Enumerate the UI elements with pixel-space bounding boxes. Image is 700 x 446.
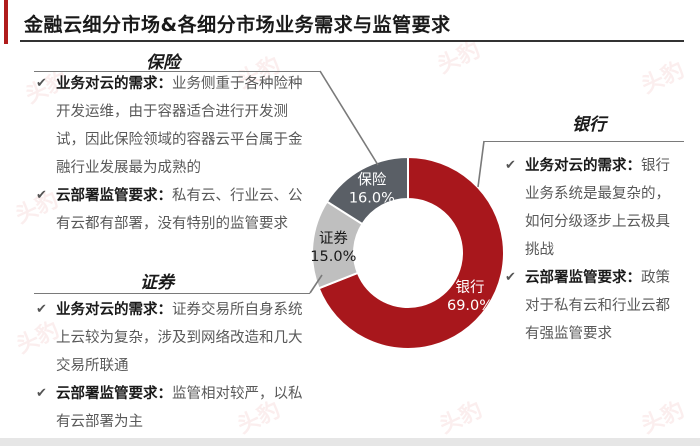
reg-label: 云部署监管要求： xyxy=(525,270,641,286)
title-accent-bar xyxy=(4,0,8,44)
reg-text: 监管相对较严，以私有云部署为主 xyxy=(56,386,303,430)
need-label: 业务对云的需求： xyxy=(56,76,172,92)
insurance-block: ✔ 业务对云的需求：业务侧重于各种险种开发运维，由于容器适合进行开发测试，因此保… xyxy=(36,70,308,238)
slice-label-insurance: 保险 xyxy=(357,171,386,188)
slice-label-securities: 证券 xyxy=(319,230,348,247)
check-icon: ✔ xyxy=(505,270,516,285)
reg-label: 云部署监管要求： xyxy=(56,386,172,402)
need-label: 业务对云的需求： xyxy=(56,302,172,318)
slice-value-bank: 69.0% xyxy=(447,298,493,314)
securities-need-item: ✔ 业务对云的需求：证券交易所自身系统上云较为复杂，涉及到网络改造和几大交易所联… xyxy=(36,296,308,380)
slice-label-bank: 银行 xyxy=(456,279,485,296)
bank-connector xyxy=(477,140,485,188)
insurance-reg-item: ✔ 云部署监管要求：私有云、行业云、公有云都有部署，没有特别的监管要求 xyxy=(36,182,308,238)
securities-connector xyxy=(309,274,323,294)
reg-text: 私有云、行业云、公有云都有部署，没有特别的监管要求 xyxy=(56,188,303,232)
insurance-connector xyxy=(319,70,379,166)
footer-bar xyxy=(0,438,700,446)
securities-head: 证券 xyxy=(140,273,174,293)
need-label: 业务对云的需求： xyxy=(525,158,641,174)
bank-head: 银行 xyxy=(572,115,606,135)
insurance-need-item: ✔ 业务对云的需求：业务侧重于各种险种开发运维，由于容器适合进行开发测试，因此保… xyxy=(36,70,308,182)
securities-reg-item: ✔ 云部署监管要求：监管相对较严，以私有云部署为主 xyxy=(36,380,308,436)
insurance-head: 保险 xyxy=(146,53,180,73)
slice-value-securities: 15.0% xyxy=(310,249,356,265)
slice-bank xyxy=(317,155,505,350)
page-title: 金融云细分市场&各细分市场业务需求与监管要求 xyxy=(24,14,451,36)
check-icon: ✔ xyxy=(505,158,516,173)
check-icon: ✔ xyxy=(36,386,47,401)
insurance-leader-line xyxy=(34,71,320,72)
check-icon: ✔ xyxy=(36,76,47,91)
bank-leader-line xyxy=(484,141,684,142)
title-divider xyxy=(20,40,684,42)
check-icon: ✔ xyxy=(36,302,47,317)
slice-insurance xyxy=(325,155,409,226)
bank-need-item: ✔ 业务对云的需求：银行业务系统是最复杂的，如何分级逐步上云极具挑战 xyxy=(505,152,683,264)
reg-text: 政策对于私有云和行业云都有强监管要求 xyxy=(525,270,670,342)
securities-leader-line xyxy=(34,293,310,294)
need-text: 业务侧重于各种险种开发运维，由于容器适合进行开发测试，因此保险领域的容器云平台属… xyxy=(56,76,303,176)
securities-block: ✔ 业务对云的需求：证券交易所自身系统上云较为复杂，涉及到网络改造和几大交易所联… xyxy=(36,296,308,436)
need-text: 银行业务系统是最复杂的，如何分级逐步上云极具挑战 xyxy=(525,158,670,258)
bank-reg-item: ✔ 云部署监管要求：政策对于私有云和行业云都有强监管要求 xyxy=(505,264,683,348)
check-icon: ✔ xyxy=(36,188,47,203)
need-text: 证券交易所自身系统上云较为复杂，涉及到网络改造和几大交易所联通 xyxy=(56,302,303,374)
reg-label: 云部署监管要求： xyxy=(56,188,172,204)
slice-value-insurance: 16.0% xyxy=(349,190,395,206)
bank-block: ✔ 业务对云的需求：银行业务系统是最复杂的，如何分级逐步上云极具挑战 ✔ 云部署… xyxy=(505,152,683,348)
